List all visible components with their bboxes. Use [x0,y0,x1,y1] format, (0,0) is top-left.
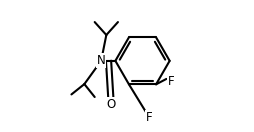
Text: N: N [97,54,105,67]
Text: F: F [146,111,152,124]
Text: O: O [106,98,116,111]
Text: F: F [168,75,175,88]
